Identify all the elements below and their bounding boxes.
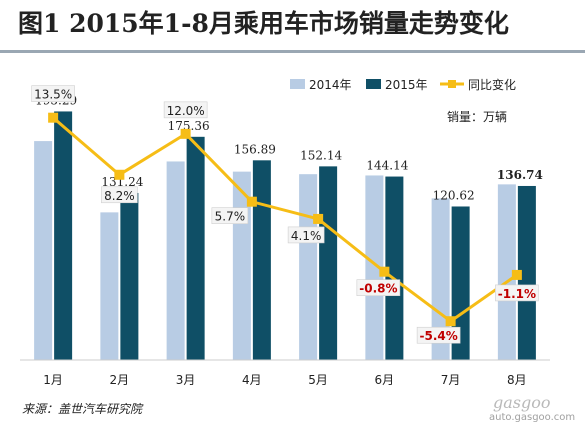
yoy-label-7: -5.4% (419, 329, 457, 343)
source-note: 来源：盖世汽车研究院 (22, 402, 143, 416)
yoy-label-1: 13.5% (34, 88, 72, 102)
bar-2015-7 (451, 206, 470, 360)
x-tick-7: 7月 (441, 373, 461, 387)
x-tick-8: 8月 (507, 373, 527, 387)
yoy-line (48, 112, 522, 327)
unit-label: 销量：万辆 (447, 110, 507, 124)
yoy-label-box-3 (163, 101, 208, 119)
yoy-label-4: 5.7% (215, 210, 246, 224)
bar-2015-5 (319, 166, 338, 360)
legend-label-3: 同比变化 (468, 77, 516, 92)
bars-2015 (54, 111, 536, 360)
yoy-label-box-2 (101, 186, 138, 204)
yoy-label-3: 12.0% (167, 104, 205, 118)
yoy-polyline (52, 116, 518, 323)
yoy-marker-6 (379, 266, 390, 277)
x-tick-2: 2月 (110, 373, 130, 387)
legend: 2014年 2015年 同比变化 (290, 77, 516, 92)
bar-label-2015-5: 152.14 (300, 148, 342, 162)
x-tick-1: 1月 (43, 373, 63, 387)
yoy-marker-1 (48, 112, 59, 123)
yoy-label-box-7 (416, 326, 461, 344)
yoy-marker-8 (511, 269, 522, 280)
yoy-labels: 13.5% 8.2% 12.0% 5.7% 4.1% -0.8% -5.4% -1.1% (31, 85, 539, 344)
legend-line-marker (448, 80, 456, 88)
yoy-label-8: -1.1% (498, 287, 536, 301)
bar-2014-7 (431, 198, 450, 360)
bar-2014-1 (34, 141, 53, 360)
chart-title: 图1 2015年1-8月乘用车市场销量走势变化 (18, 9, 509, 38)
bar-label-2015-8: 136.74 (497, 168, 543, 182)
bar-label-2015-3: 175.36 (168, 119, 210, 133)
bar-2014-5 (299, 174, 318, 360)
x-tick-5: 5月 (308, 373, 328, 387)
bar-label-2015-7: 120.62 (433, 188, 475, 202)
legend-label-1: 2014年 (309, 78, 352, 92)
yoy-label-box-5 (287, 226, 325, 244)
yoy-marker-5 (313, 213, 324, 224)
bar-label-2015-6: 144.14 (366, 159, 408, 173)
yoy-label-2: 8.2% (104, 189, 135, 203)
bar-2015-4 (252, 160, 271, 360)
bar-2015-1 (54, 111, 73, 360)
watermark-url: auto.gasgoo.com (489, 412, 576, 423)
bar-2014-3 (166, 161, 185, 360)
x-tick-labels: 1月 2月 3月 4月 5月 6月 7月 8月 (43, 373, 526, 387)
legend-swatch-2 (366, 79, 381, 89)
yoy-label-5: 4.1% (291, 229, 322, 243)
yoy-label-box-1 (31, 85, 75, 102)
legend-swatch-1 (290, 79, 305, 89)
x-tick-4: 4月 (242, 373, 262, 387)
bar-label-2015-4: 156.89 (234, 142, 276, 156)
yoy-marker-3 (180, 128, 191, 139)
legend-label-2: 2015年 (385, 78, 428, 92)
bar-2014-8 (497, 184, 516, 360)
yoy-label-box-6 (356, 279, 401, 296)
yoy-marker-4 (246, 196, 257, 207)
yoy-marker-7 (445, 316, 456, 327)
title-divider (0, 50, 585, 53)
yoy-label-box-8 (495, 284, 539, 302)
watermark-logo: gasgoo (493, 393, 551, 412)
x-tick-3: 3月 (176, 373, 196, 387)
bar-label-2015-2: 131.24 (101, 175, 143, 189)
bar-2015-3 (186, 136, 205, 360)
bar-2014-6 (365, 175, 384, 360)
bar-2015-8 (517, 185, 536, 360)
yoy-label-box-4 (211, 207, 249, 224)
x-tick-6: 6月 (375, 373, 395, 387)
yoy-marker-2 (114, 169, 125, 180)
bar-2014-2 (100, 212, 119, 360)
bar-2015-6 (385, 176, 404, 360)
yoy-label-6: -0.8% (359, 282, 397, 296)
bar-2015-2 (120, 192, 139, 360)
